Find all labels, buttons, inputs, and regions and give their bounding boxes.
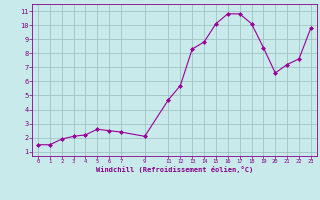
X-axis label: Windchill (Refroidissement éolien,°C): Windchill (Refroidissement éolien,°C) [96, 166, 253, 173]
